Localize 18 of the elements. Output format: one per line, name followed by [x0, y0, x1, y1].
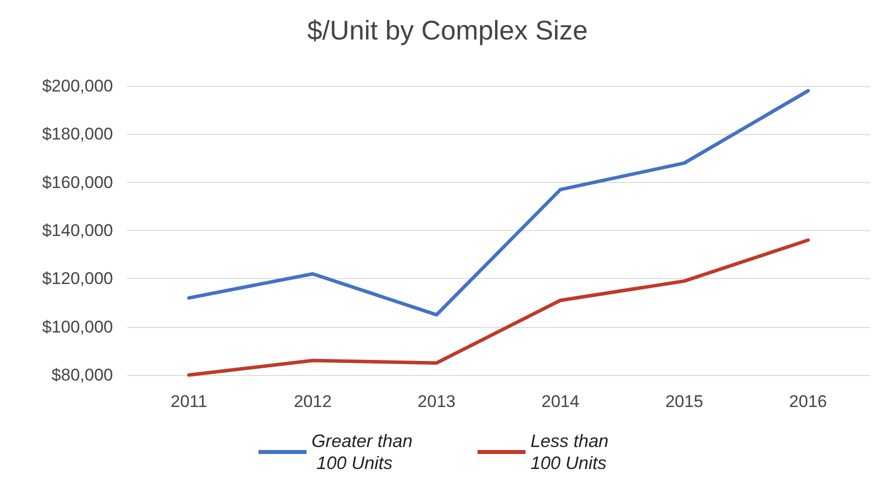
chart-title: $/Unit by Complex Size — [307, 16, 588, 46]
y-tick-label: $200,000 — [42, 76, 113, 96]
x-tick-label: 2015 — [665, 392, 704, 411]
legend-label: Greater than 100 Units — [312, 431, 413, 473]
x-tick-label: 2013 — [418, 392, 456, 411]
legend-label: Less than 100 Units — [530, 431, 614, 473]
x-tick-label: 2014 — [542, 392, 580, 411]
y-tick-label: $100,000 — [42, 317, 113, 336]
line-series — [187, 89, 810, 317]
y-tick-label: $180,000 — [42, 124, 113, 144]
y-tick-label: $80,000 — [52, 366, 113, 384]
x-tick-label: 2016 — [789, 392, 827, 411]
line-series — [187, 238, 810, 377]
y-tick-label: $160,000 — [42, 172, 113, 192]
y-tick-label: $120,000 — [42, 269, 113, 288]
x-tick-label: 2011 — [170, 392, 208, 411]
x-tick-label: 2012 — [294, 392, 332, 411]
y-tick-label: $140,000 — [42, 221, 113, 240]
